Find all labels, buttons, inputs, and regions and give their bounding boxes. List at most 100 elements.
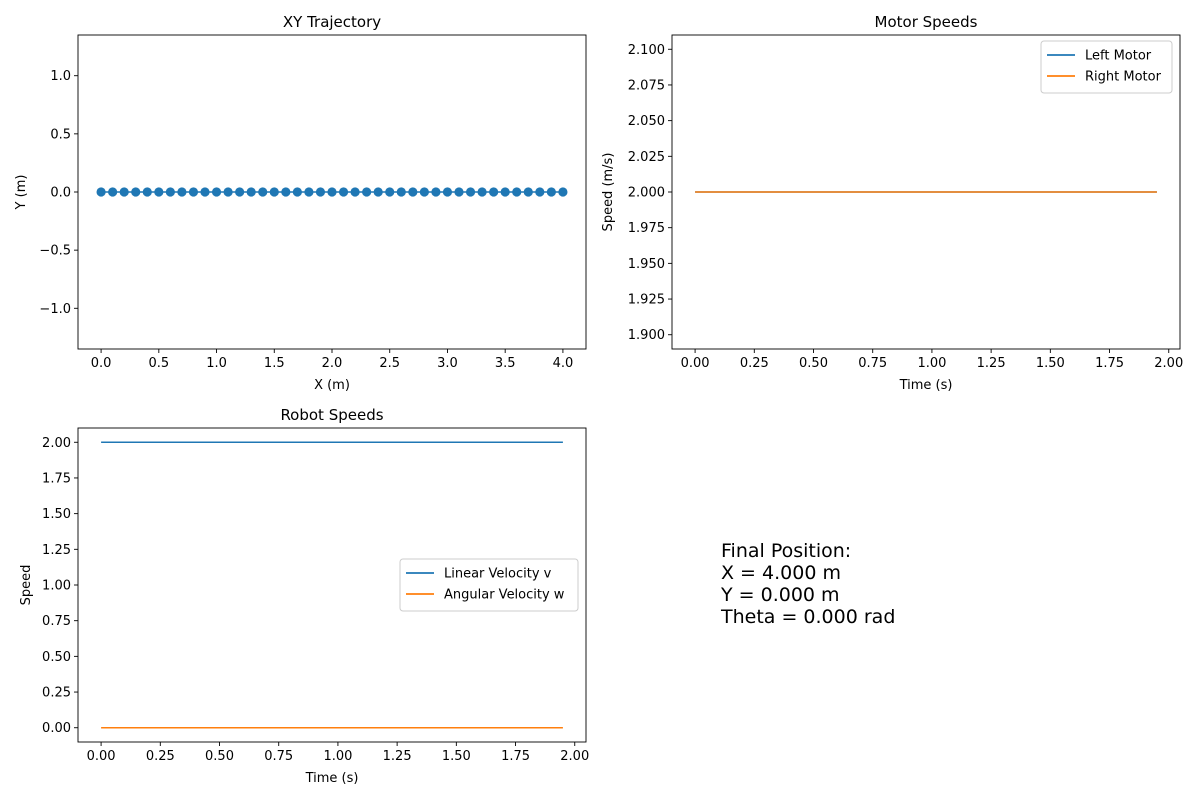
- trajectory-point: [523, 187, 533, 197]
- x-tick-label: 1.50: [1036, 356, 1065, 371]
- legend-label-right-motor: Right Motor: [1085, 70, 1162, 85]
- y-tick-label: 2.100: [628, 43, 665, 58]
- trajectory-point: [177, 187, 187, 197]
- trajectory-point: [408, 187, 418, 197]
- trajectory-point: [327, 187, 337, 197]
- trajectory-point: [246, 187, 256, 197]
- trajectory-point: [419, 187, 429, 197]
- legend: Linear Velocity v Angular Velocity w: [399, 558, 579, 612]
- trajectory-point: [200, 187, 210, 197]
- chart-title: Motor Speeds: [875, 13, 978, 31]
- x-tick-label: 3.5: [495, 356, 516, 371]
- y-tick-label: 0.25: [42, 686, 71, 701]
- y-tick-label: 1.75: [42, 471, 71, 486]
- y-tick-label: 1.900: [628, 328, 665, 343]
- x-tick-label: 0.0: [91, 356, 112, 371]
- y-tick-label: −1.0: [39, 302, 71, 317]
- trajectory-point: [108, 187, 118, 197]
- x-tick-label: 1.50: [442, 749, 471, 764]
- trajectory-point: [362, 187, 372, 197]
- y-tick-label: 0.75: [42, 614, 71, 629]
- legend-label-linear-velocity-v: Linear Velocity v: [444, 567, 552, 582]
- y-tick-label: 1.00: [42, 579, 71, 594]
- final-position-theta: Theta = 0.000 rad: [720, 606, 895, 628]
- y-tick-label: 2.00: [42, 436, 71, 451]
- legend-box: [1040, 40, 1173, 94]
- trajectory-point: [281, 187, 291, 197]
- x-axis-label: Time (s): [305, 771, 359, 786]
- trajectory-point: [315, 187, 326, 197]
- x-axis-label: Time (s): [899, 378, 953, 393]
- chart-title: Robot Speeds: [280, 406, 383, 424]
- x-tick-label: 0.75: [858, 356, 887, 371]
- final-position-heading: Final Position:: [721, 540, 851, 562]
- x-tick-label: 1.00: [323, 749, 352, 764]
- y-tick-label: 2.000: [628, 186, 665, 201]
- trajectory-point: [292, 187, 302, 197]
- y-tick-label: 1.25: [42, 543, 71, 558]
- y-tick-label: 0.0: [50, 186, 71, 201]
- trajectory-point: [512, 187, 522, 197]
- x-tick-label: 2.0: [322, 356, 343, 371]
- trajectory-point: [396, 187, 406, 197]
- trajectory-point: [373, 187, 383, 197]
- trajectory-point: [165, 187, 175, 197]
- trajectory-point: [500, 187, 510, 197]
- trajectory-point: [431, 187, 441, 197]
- trajectory-point: [188, 187, 199, 197]
- x-tick-label: 1.75: [501, 749, 530, 764]
- trajectory-point: [304, 187, 314, 197]
- x-axis-label: X (m): [314, 378, 350, 393]
- trajectory-point: [338, 187, 349, 197]
- final-position-y: Y = 0.000 m: [720, 584, 840, 606]
- x-tick-label: 3.0: [437, 356, 458, 371]
- trajectory-point: [119, 187, 129, 197]
- y-tick-label: 2.075: [628, 78, 665, 93]
- y-tick-label: 1.975: [628, 221, 665, 236]
- trajectory-point: [535, 187, 545, 197]
- x-tick-label: 1.25: [383, 749, 412, 764]
- y-tick-label: 1.950: [628, 257, 665, 272]
- legend: Left Motor Right Motor: [1040, 40, 1173, 94]
- x-tick-label: 1.5: [264, 356, 285, 371]
- x-tick-label: 0.50: [205, 749, 234, 764]
- x-tick-label: 0.25: [146, 749, 175, 764]
- x-tick-label: 1.25: [977, 356, 1006, 371]
- y-tick-label: 2.050: [628, 114, 665, 129]
- trajectory-point: [154, 187, 164, 197]
- y-axis-label: Speed (m/s): [601, 153, 616, 232]
- motor-speeds-chart: Motor Speeds 0.00 0.25 0.50 0.75 1.00 1.25 1.50…: [601, 13, 1183, 393]
- plot-area: [101, 441, 563, 729]
- trajectory-point: [385, 187, 395, 197]
- xy-trajectory-chart: XY Trajectory 0.0 0.5 1.0 1.5 2.0 2.5 3.0 3.5 4.0…: [14, 13, 587, 393]
- y-tick-label: 2.025: [628, 150, 665, 165]
- trajectory-point: [142, 187, 152, 197]
- x-tick-label: 2.00: [560, 749, 589, 764]
- trajectory-point: [350, 187, 360, 197]
- trajectory-point: [546, 187, 556, 197]
- y-tick-label: 0.00: [42, 721, 71, 736]
- plot-area: [96, 187, 568, 197]
- trajectory-point: [269, 187, 279, 197]
- legend-label-left-motor: Left Motor: [1085, 49, 1152, 64]
- trajectory-point: [223, 187, 233, 197]
- trajectory-point: [235, 187, 245, 197]
- x-tick-label: 2.00: [1154, 356, 1183, 371]
- legend-label-angular-velocity-w: Angular Velocity w: [444, 588, 565, 603]
- trajectory-point: [454, 187, 464, 197]
- y-tick-label: 1.0: [50, 69, 71, 84]
- trajectory-point: [465, 187, 476, 197]
- trajectory-point: [211, 187, 222, 197]
- y-tick-label: 0.5: [50, 127, 71, 142]
- trajectory-point: [477, 187, 487, 197]
- trajectory-point: [258, 187, 268, 197]
- chart-title: XY Trajectory: [283, 13, 381, 31]
- y-axis-label: Y (m): [14, 175, 29, 211]
- x-tick-label: 1.75: [1095, 356, 1124, 371]
- final-position-x: X = 4.000 m: [721, 562, 841, 584]
- x-tick-label: 0.50: [799, 356, 828, 371]
- final-position-readout: Final Position: X = 4.000 m Y = 0.000 m …: [720, 540, 895, 628]
- robot-speeds-chart: Robot Speeds 0.00 0.25 0.50 0.75 1.00 1.25 1.50…: [19, 406, 589, 786]
- x-tick-label: 0.5: [148, 356, 169, 371]
